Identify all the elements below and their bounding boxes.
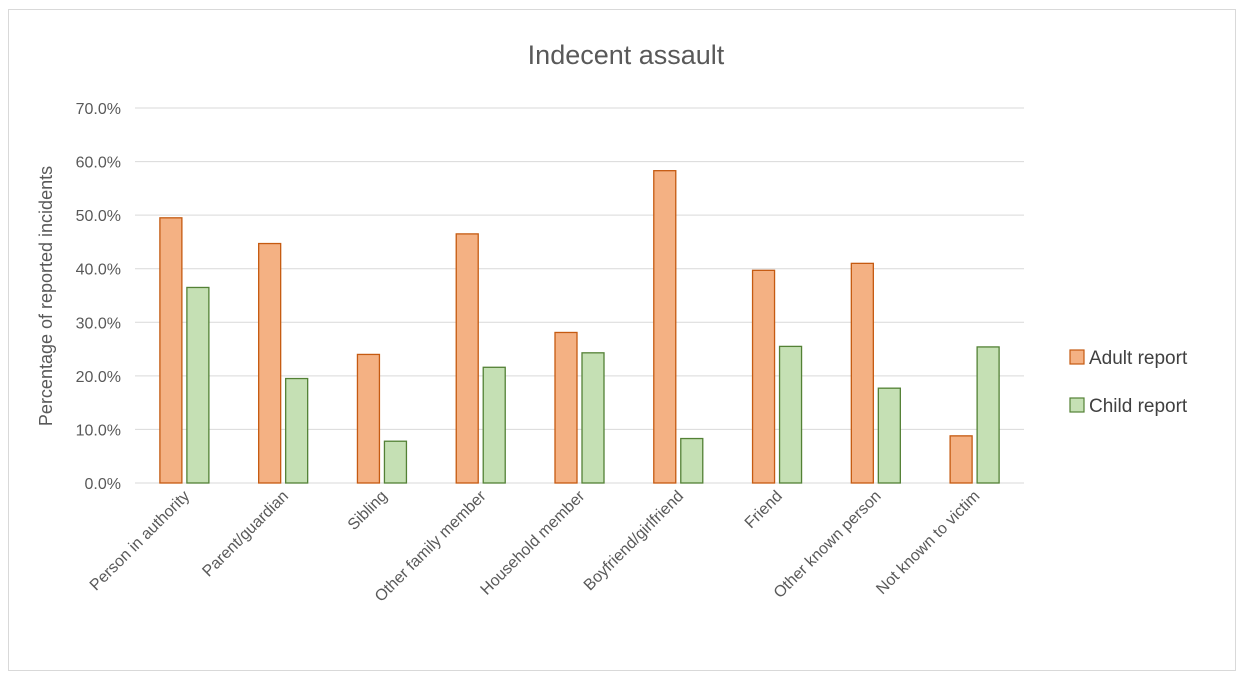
y-tick-label: 30.0% — [76, 315, 121, 332]
y-axis-ticks: 0.0% 10.0% 20.0% 30.0% 40.0% 50.0% 60.0% 70.0% — [76, 101, 121, 493]
bar-child-report-sibling — [383, 440, 408, 484]
bar-adult-report-household-member — [554, 331, 578, 484]
y-tick-label: 70.0% — [76, 101, 121, 118]
bar-child-report-friend — [778, 345, 803, 484]
x-tick-label-other-known-person: Other known person — [771, 488, 885, 602]
bar-child-report-boyfriend-girlfriend — [680, 437, 704, 484]
chart-frame — [8, 9, 1236, 671]
bar-child-report-not-known-to-victim — [976, 346, 1000, 484]
bar-adult-report-sibling — [356, 353, 381, 484]
legend-swatch-child-report — [1069, 397, 1085, 413]
gridlines — [135, 107, 1024, 484]
x-tick-label-other-family-member: Other family member — [372, 487, 490, 605]
legend-swatch-adult-report — [1069, 349, 1085, 365]
x-tick-label-sibling: Sibling — [345, 488, 391, 534]
y-tick-label: 10.0% — [76, 422, 121, 439]
legend-item-adult-report: Adult report — [1069, 348, 1188, 369]
y-tick-label: 0.0% — [85, 476, 121, 493]
x-tick-label-person-in-authority: Person in authority — [87, 488, 193, 594]
x-tick-label-not-known-to-victim: Not known to victim — [873, 488, 983, 598]
bar-child-report-other-family-member — [482, 366, 506, 484]
legend-label-adult-report: Adult report — [1089, 348, 1188, 369]
x-axis-labels: Person in authority Parent/guardian Siblin… — [87, 487, 984, 605]
bar-adult-report-boyfriend-girlfriend — [653, 170, 677, 484]
bar-adult-report-other-family-member — [455, 233, 479, 484]
bar-adult-report-friend — [751, 269, 776, 484]
bars — [159, 170, 1000, 484]
bar-adult-report-parent-guardian — [258, 242, 282, 484]
legend: Adult report Child report — [1069, 348, 1188, 417]
y-tick-label: 40.0% — [76, 262, 121, 279]
x-tick-label-boyfriend-girlfriend: Boyfriend/girlfriend — [581, 488, 687, 594]
y-tick-label: 60.0% — [76, 155, 121, 172]
bar-adult-report-other-known-person — [850, 262, 874, 484]
chart-title: Indecent assault — [528, 40, 725, 70]
y-tick-label: 20.0% — [76, 369, 121, 386]
x-tick-label-household-member: Household member — [478, 487, 589, 598]
bar-child-report-person-in-authority — [186, 286, 210, 484]
y-axis-title: Percentage of reported incidents — [36, 166, 56, 426]
legend-label-child-report: Child report — [1089, 396, 1188, 417]
legend-item-child-report: Child report — [1069, 396, 1188, 417]
bar-child-report-household-member — [581, 352, 605, 484]
x-tick-label-friend: Friend — [742, 488, 786, 532]
y-tick-label: 50.0% — [76, 208, 121, 225]
bar-adult-report-not-known-to-victim — [949, 435, 973, 484]
bar-child-report-other-known-person — [877, 387, 901, 484]
bar-adult-report-person-in-authority — [159, 217, 183, 484]
x-tick-label-parent-guardian: Parent/guardian — [199, 488, 292, 581]
bar-child-report-parent-guardian — [285, 377, 309, 484]
